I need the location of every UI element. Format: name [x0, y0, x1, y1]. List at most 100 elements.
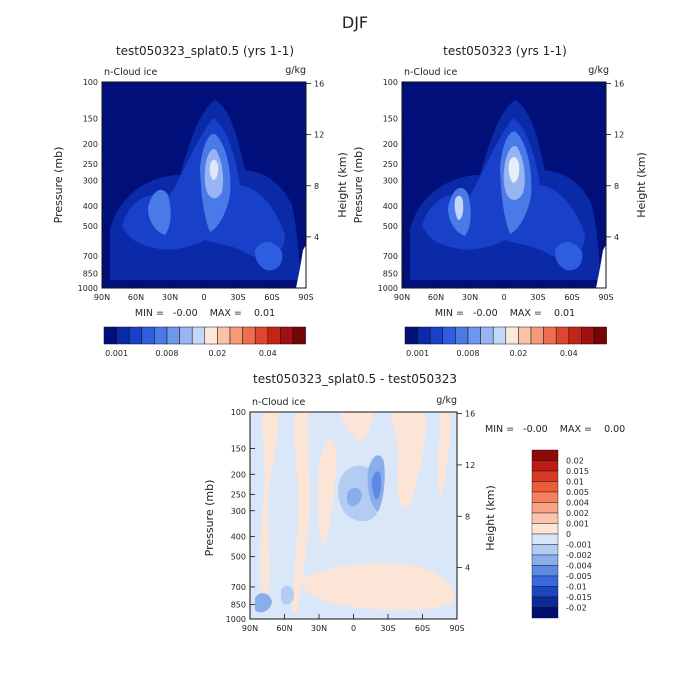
panel-1: test050323_splat0.5 (yrs 1-1) n-Cloud ic… [52, 44, 349, 358]
colorbar-swatch [531, 491, 559, 503]
colorbar-label: 0.015 [566, 467, 589, 476]
panel-1-title: test050323_splat0.5 (yrs 1-1) [116, 44, 294, 58]
panel-2-units: g/kg [588, 65, 609, 76]
colorbar-label: 0.02 [566, 457, 584, 466]
panel-3-right-y-label: Height (km) [484, 485, 497, 551]
pressure-tick-label: 200 [383, 140, 398, 149]
colorbar-swatch [531, 460, 559, 472]
panel-3-contour [292, 412, 310, 612]
panel-3: test050323_splat0.5 - test050323 n-Cloud… [203, 372, 625, 633]
colorbar-swatch [254, 326, 269, 345]
panel-1-contour [254, 241, 283, 271]
pressure-tick-label: 300 [383, 176, 398, 185]
pressure-tick-label: 400 [83, 202, 98, 211]
panel-3-contour [300, 563, 455, 611]
colorbar-label: -0.005 [566, 572, 592, 581]
pressure-tick-label: 250 [83, 160, 98, 169]
colorbar-swatch [480, 326, 494, 345]
panel-3-title: test050323_splat0.5 - test050323 [253, 372, 457, 386]
colorbar-swatch [518, 326, 532, 345]
height-tick-label: 8 [614, 182, 619, 191]
panel-3-contour [346, 487, 362, 507]
colorbar-label: -0.01 [566, 583, 587, 592]
latitude-tick-label: 90S [449, 624, 464, 633]
colorbar-swatch [455, 326, 469, 345]
panel-1-terrain-mask [296, 245, 306, 288]
latitude-tick-label: 30S [380, 624, 395, 633]
panel-1-colorbar: 0.001 0.008 0.02 0.04 [103, 326, 306, 358]
colorbar-label: -0.004 [566, 562, 592, 571]
colorbar-swatch [531, 565, 559, 577]
colorbar-swatch [154, 326, 168, 345]
panel-2-contour [454, 195, 464, 220]
panel-2-contour [508, 157, 520, 183]
colorbar-swatch [555, 326, 570, 345]
panel-2-height-axis: 16 12 8 4 [606, 80, 624, 242]
pressure-tick-label: 700 [383, 252, 398, 261]
latitude-tick-label: 90S [598, 293, 613, 302]
latitude-tick-label: 60N [276, 624, 292, 633]
height-tick-label: 12 [314, 131, 324, 140]
panel-1-stats: MIN = -0.00 MAX = 0.01 [135, 308, 275, 319]
latitude-tick-label: 0 [351, 624, 356, 633]
pressure-tick-label: 300 [83, 176, 98, 185]
latitude-tick-label: 0 [201, 293, 206, 302]
colorbar-swatch [531, 596, 559, 608]
colorbar-swatch [505, 326, 519, 345]
colorbar-label: 0.04 [259, 349, 277, 358]
latitude-tick-label: 90N [242, 624, 258, 633]
panel-2-y-label: Pressure (mb) [352, 147, 365, 224]
panel-3-stats: MIN = -0.00 MAX = 0.00 [485, 424, 625, 435]
latitude-tick-label: 30S [230, 293, 245, 302]
panel-3-contour [438, 412, 451, 500]
panel-1-contour [148, 189, 171, 235]
panel-3-height-axis: 16 12 8 4 [457, 410, 475, 573]
colorbar-label: -0.02 [566, 604, 587, 613]
colorbar-label: -0.015 [566, 593, 592, 602]
panel-3-contour [340, 412, 373, 441]
height-tick-label: 16 [614, 80, 624, 89]
colorbar-label: -0.001 [566, 541, 592, 550]
colorbar-swatch [128, 326, 143, 345]
pressure-tick-label: 1000 [226, 615, 246, 624]
latitude-tick-label: 30N [311, 624, 327, 633]
colorbar-swatch [531, 523, 559, 535]
pressure-tick-label: 1000 [378, 284, 398, 293]
panel-1-plot [101, 81, 307, 289]
colorbar-swatch [141, 326, 155, 345]
latitude-tick-label: 60S [415, 624, 430, 633]
panel-2-colorbar: 0.001 0.008 0.02 0.04 [404, 326, 607, 358]
colorbar-swatch [429, 326, 444, 345]
panel-3-units: g/kg [436, 395, 457, 406]
panel-2-pressure-axis: 100 150 200 250 300 400 500 700 850 1000 [378, 78, 407, 293]
colorbar-swatch [116, 326, 130, 345]
height-tick-label: 8 [314, 182, 319, 191]
latitude-tick-label: 30N [162, 293, 178, 302]
colorbar-swatch [404, 326, 418, 345]
colorbar-swatch [242, 326, 256, 345]
pressure-tick-label: 200 [83, 140, 98, 149]
panel-2: test050323 (yrs 1-1) n-Cloud ice g/kg 10… [352, 44, 648, 358]
panel-1-latitude-axis: 90N 60N 30N 0 30S 60S 90S [94, 283, 314, 302]
panel-1-right-y-label: Height (km) [336, 152, 349, 218]
panel-3-contour [260, 412, 279, 610]
colorbar-label: -0.002 [566, 551, 592, 560]
colorbar-swatch [543, 326, 557, 345]
pressure-tick-label: 100 [231, 408, 246, 417]
panel-3-latitude-axis: 90N 60N 30N 0 30S 60S 90S [242, 614, 465, 633]
colorbar-label: 0.008 [457, 349, 480, 358]
colorbar-swatch [267, 326, 281, 345]
colorbar-swatch [568, 326, 582, 345]
panel-2-stats: MIN = -0.00 MAX = 0.01 [435, 308, 575, 319]
pressure-tick-label: 500 [231, 553, 246, 562]
height-tick-label: 4 [465, 564, 470, 573]
colorbar-swatch [417, 326, 431, 345]
panel-2-variable: n-Cloud ice [404, 67, 457, 78]
pressure-tick-label: 100 [83, 78, 98, 87]
panel-1-height-axis: 16 12 8 4 [306, 80, 324, 242]
latitude-tick-label: 0 [501, 293, 506, 302]
colorbar-label: 0.001 [566, 520, 589, 529]
pressure-tick-label: 100 [383, 78, 398, 87]
colorbar-label: 0.001 [406, 349, 429, 358]
